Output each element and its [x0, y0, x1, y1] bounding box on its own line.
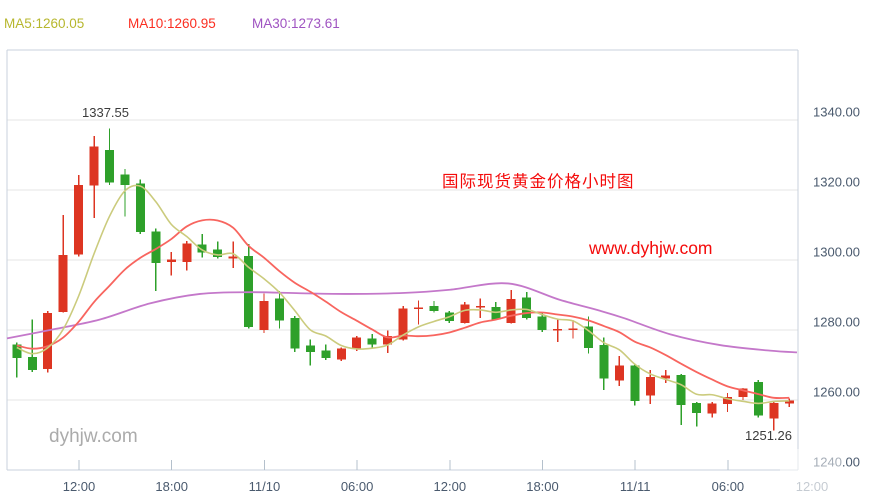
x-tick-label: 18:00 [155, 479, 188, 494]
candle-body [506, 299, 516, 323]
candle-body [12, 344, 22, 358]
ma10-value-label: MA10:1260.95 [128, 16, 216, 31]
candle-body [321, 350, 331, 358]
site-url-text[interactable]: www.dyhjw.com [589, 238, 713, 258]
candle-body [182, 243, 192, 262]
x-tick-label: 11/10 [249, 479, 281, 494]
candle-body [599, 345, 609, 379]
y-axis-labels: 1340.001320.001300.001280.001260.001240.… [813, 105, 860, 470]
candle-body [769, 402, 779, 419]
x-tick-label: 06:00 [341, 479, 374, 494]
y-tick-label: 1340.00 [813, 105, 860, 120]
candle-body [89, 146, 99, 186]
high-price-label: 1337.55 [82, 105, 129, 120]
watermark-smudge [780, 449, 842, 493]
candle-body [367, 338, 377, 345]
x-tick-label: 12:00 [63, 479, 96, 494]
candle-body [676, 374, 686, 405]
y-tick-label: 1300.00 [813, 245, 860, 260]
candle-body [738, 388, 748, 397]
candle-body [290, 317, 300, 349]
candle-body [105, 149, 114, 183]
candle-body [460, 304, 470, 323]
ma30-line [6, 282, 798, 354]
ma5-value-label: MA5:1260.05 [4, 16, 85, 31]
candle-body [429, 305, 439, 311]
candle-body [197, 244, 207, 253]
candle-body [27, 356, 37, 370]
candle-body [614, 365, 624, 381]
x-tick-label: 11/11 [620, 479, 651, 494]
candle-body [522, 297, 532, 319]
ma30-value-label: MA30:1273.61 [252, 16, 340, 31]
candle-body [274, 298, 284, 321]
candle-body [259, 300, 269, 330]
candle-body [645, 376, 655, 396]
candle-body [630, 365, 640, 402]
candle-body [661, 375, 671, 379]
low-price-label: 1251.26 [745, 428, 792, 443]
ma5-line [16, 184, 790, 405]
grid-layer [7, 119, 798, 401]
candle-body [166, 259, 176, 262]
y-tick-label: 1280.00 [813, 315, 860, 330]
x-tick-label: 12:00 [434, 479, 467, 494]
y-tick-label: 1260.00 [813, 385, 860, 400]
x-tick-label: 06:00 [712, 479, 745, 494]
candle-body [305, 345, 315, 353]
candle-body [135, 183, 145, 232]
candle-body [414, 307, 423, 310]
candle-body [723, 396, 732, 405]
candle-body [537, 316, 547, 330]
candle-body [692, 402, 702, 413]
candle-body [475, 305, 485, 308]
candle-body [120, 174, 130, 186]
candle-body [491, 306, 501, 320]
candles-layer [12, 128, 794, 431]
candle-body [583, 326, 593, 349]
candle-body [43, 312, 53, 370]
candle-body [58, 255, 68, 312]
candle-body [784, 400, 794, 404]
candle-body [398, 308, 408, 340]
candle-body [213, 249, 223, 257]
candle-body [553, 328, 563, 331]
candle-body [707, 403, 717, 414]
candle-body [336, 348, 346, 360]
x-axis: 12:00 18:00 11/10 06:00 12:00 18:00 11/11 06:00… [63, 460, 828, 494]
y-tick-label: 1320.00 [813, 175, 860, 190]
candle-body [228, 256, 238, 259]
candle-body [568, 328, 578, 330]
x-tick-label: 18:00 [526, 479, 559, 494]
candle-body [753, 381, 763, 416]
watermark-text: dyhjw.com [49, 426, 138, 447]
candle-body [352, 337, 362, 349]
candle-body [151, 231, 161, 263]
plot-border [6, 49, 799, 471]
candle-body [74, 184, 84, 255]
chart-title: 国际现货黄金价格小时图 [442, 173, 635, 191]
candle-body [383, 335, 393, 345]
